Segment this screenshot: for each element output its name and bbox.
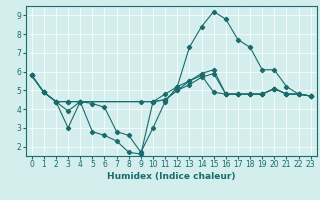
X-axis label: Humidex (Indice chaleur): Humidex (Indice chaleur)	[107, 172, 236, 181]
